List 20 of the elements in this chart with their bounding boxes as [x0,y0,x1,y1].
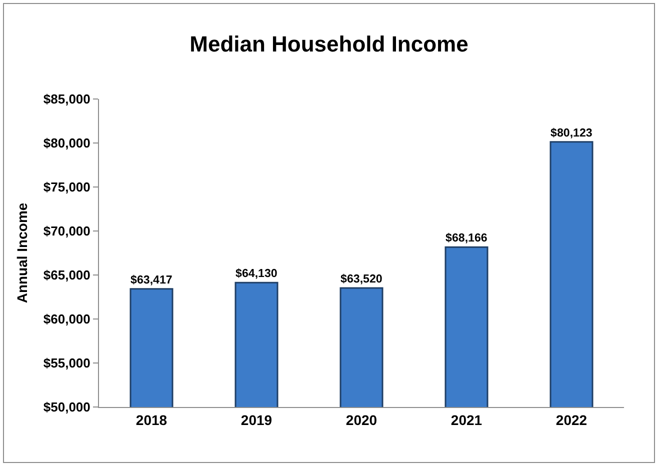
y-tick-label: $70,000 [43,224,90,239]
y-tick-label: $50,000 [43,400,90,415]
y-tick-label: $85,000 [43,92,90,107]
data-label: $68,166 [446,232,488,245]
y-tick-label: $55,000 [43,356,90,371]
x-tick-label: 2022 [556,412,588,428]
y-tick-label: $60,000 [43,312,90,327]
data-label: $80,123 [550,127,593,140]
data-label: $64,130 [236,268,278,280]
data-label: $63,520 [340,274,382,286]
x-tick-label: 2019 [240,412,272,428]
y-tick-label: $75,000 [43,180,90,195]
y-tick-label: $80,000 [43,136,90,151]
y-tick-label: $65,000 [43,268,90,283]
x-tick-label: 2018 [136,412,168,428]
data-label: $63,417 [130,274,172,286]
chart-title: Median Household Income [190,31,468,56]
x-tick-label: 2021 [450,412,482,428]
x-tick-label: 2020 [346,412,378,428]
y-axis-title: Annual Income [14,202,30,304]
